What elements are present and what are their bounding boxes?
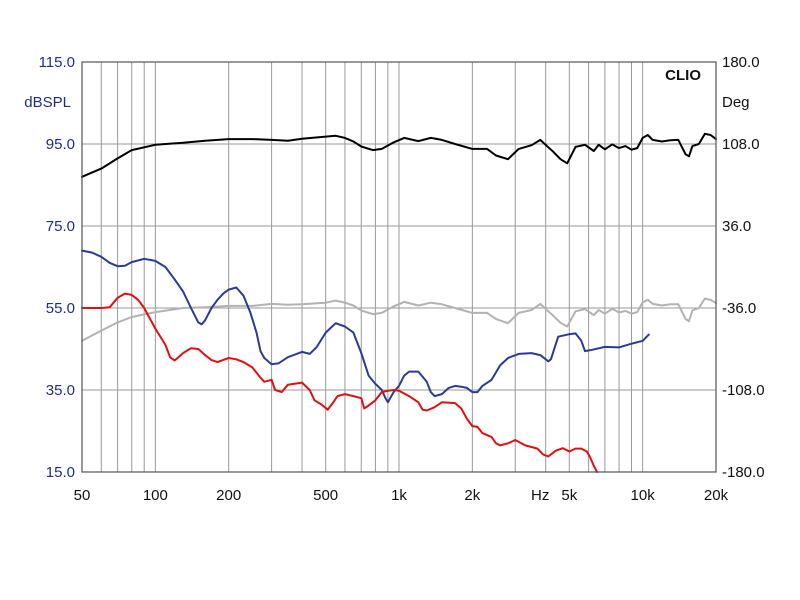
series-line-1 <box>81 132 717 178</box>
x-tick-label: 100 <box>143 487 168 504</box>
y2-axis-unit-label: Deg <box>722 94 750 111</box>
x-tick-label: 2k <box>464 487 480 504</box>
x-tick-label: 10k <box>631 487 656 504</box>
x-tick-label: 5k <box>561 487 577 504</box>
y-axis-unit-label: dBSPL <box>24 94 71 111</box>
y2-tick-label: 180.0 <box>722 54 760 71</box>
y-tick-label: 15.0 <box>46 464 75 481</box>
x-tick-label: 50 <box>74 487 91 504</box>
plot-frame <box>81 61 717 473</box>
series-group <box>81 132 717 473</box>
series-line-2 <box>81 297 717 342</box>
series-line-4 <box>81 292 599 473</box>
y-tick-label: 55.0 <box>46 300 75 317</box>
axis-labels: CLIO dBSPL Deg Hz 115.0 95.0 75.0 55.0 35.0 1… <box>24 54 764 504</box>
x-tick-label: 200 <box>216 487 241 504</box>
y2-tick-label: -36.0 <box>722 300 756 317</box>
series-line-3 <box>81 249 650 404</box>
y-tick-label: 75.0 <box>46 218 75 235</box>
y2-tick-label: -108.0 <box>722 382 765 399</box>
y-tick-label: 35.0 <box>46 382 75 399</box>
grid <box>82 62 716 472</box>
x-tick-label: 1k <box>391 487 407 504</box>
brand-label: CLIO <box>665 67 701 84</box>
x-axis-unit-label: Hz <box>531 487 549 504</box>
y-tick-label: 115.0 <box>39 54 75 71</box>
y2-tick-label: -180.0 <box>722 464 765 481</box>
y2-tick-label: 108.0 <box>722 136 760 153</box>
x-tick-label: 20k <box>704 487 729 504</box>
x-tick-label: 500 <box>313 487 338 504</box>
y2-tick-label: 36.0 <box>722 218 751 235</box>
y-tick-label: 95.0 <box>46 136 75 153</box>
